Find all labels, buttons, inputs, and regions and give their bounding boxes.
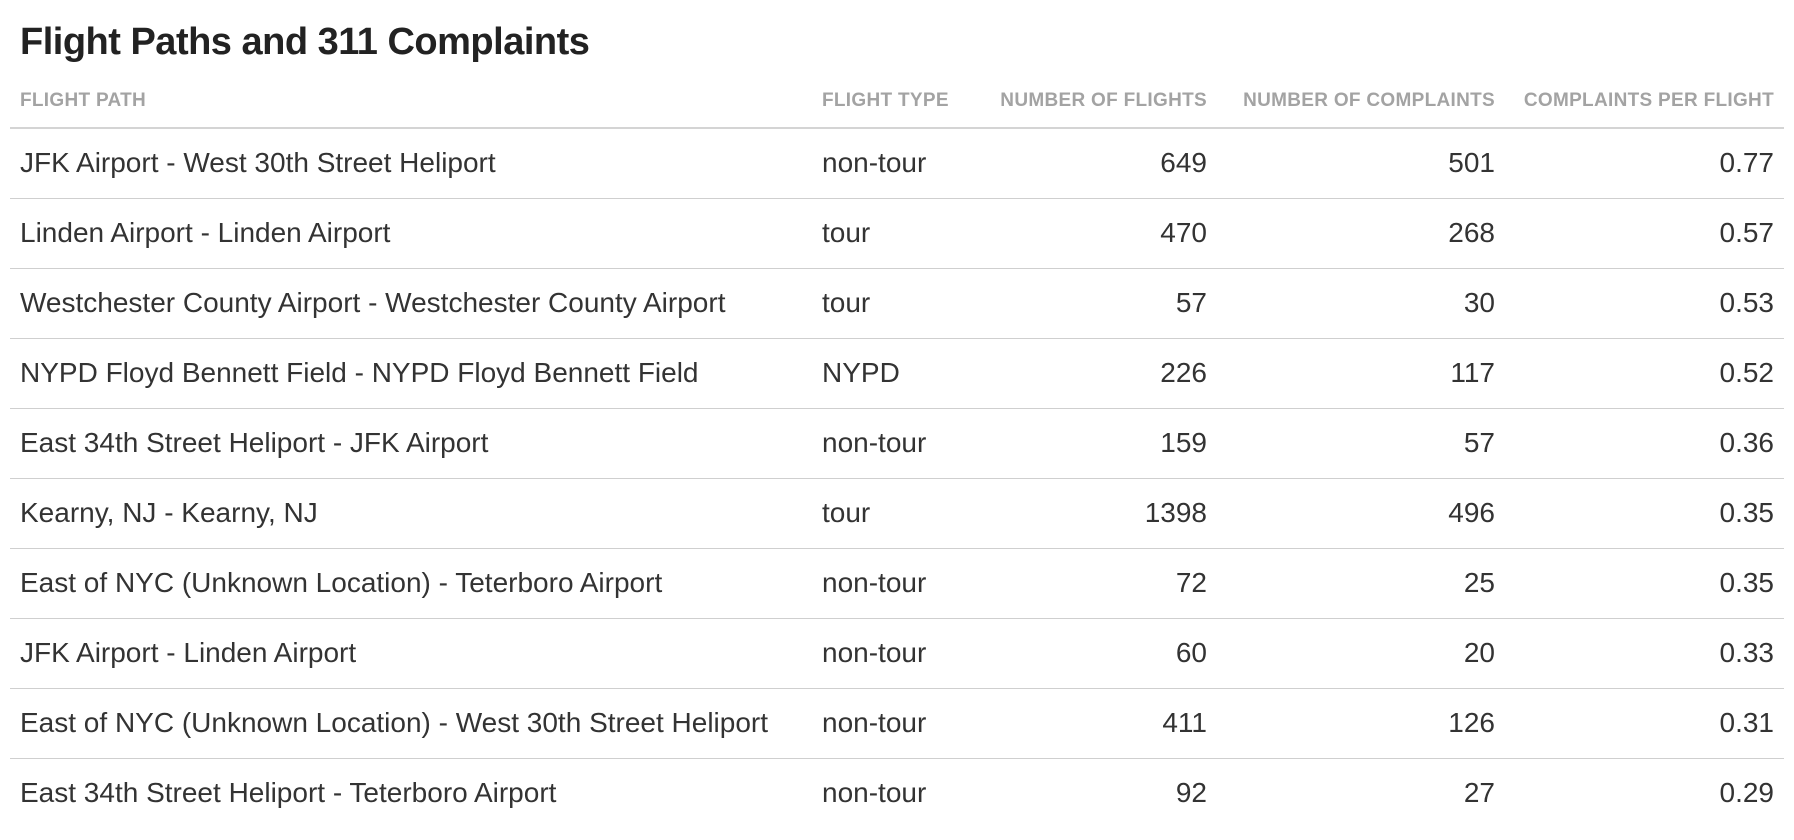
column-header-flight-path[interactable]: FLIGHT PATH [10,60,812,129]
cell-flight-path: East of NYC (Unknown Location) - Teterbo… [10,548,812,619]
cell-flight-path: NYPD Floyd Bennett Field - NYPD Floyd Be… [10,338,812,409]
cell-flight-path: Westchester County Airport - Westchester… [10,268,812,339]
cell-complaints-per-flight: 0.53 [1505,268,1784,339]
cell-number-of-complaints: 57 [1217,408,1505,479]
cell-number-of-flights: 226 [965,338,1217,409]
cell-number-of-flights: 470 [965,198,1217,269]
cell-flight-type: tour [812,478,965,549]
cell-complaints-per-flight: 0.77 [1505,128,1784,199]
cell-complaints-per-flight: 0.29 [1719,777,1775,809]
table-row: Kearny, NJ - Kearny, NJ tour 1398 496 0.35 [10,478,1784,549]
cell-flight-path: East 34th Street Heliport - JFK Airport [10,408,812,479]
cell-complaints-per-flight: 0.36 [1505,408,1784,479]
cell-flight-type: non-tour [822,777,927,809]
cell-flight-type: non-tour [812,688,965,759]
cell-flight-path: JFK Airport - Linden Airport [10,618,812,689]
table-body: JFK Airport - West 30th Street Heliport n… [10,128,1784,828]
table-header: FLIGHT PATH FLIGHT TYPE NUMBER OF FLIGHT… [10,60,1784,129]
table-row: Westchester County Airport - Westchester… [10,268,1784,339]
cell-complaints-per-flight: 0.35 [1505,548,1784,619]
table-row: East 34th Street Heliport - Teterboro Ai… [10,758,1784,828]
cell-number-of-flights: 57 [965,268,1217,339]
table-container: Flight Paths and 311 Complaints FLIGHT P… [10,0,1784,828]
table-row: East 34th Street Heliport - JFK Airport n… [10,408,1784,479]
cell-number-of-complaints: 496 [1217,478,1505,549]
table-row: East of NYC (Unknown Location) - West 30… [10,688,1784,759]
cell-number-of-flights: 649 [965,128,1217,199]
cell-number-of-flights: 411 [965,688,1217,759]
cell-flight-type: non-tour [812,618,965,689]
cell-flight-path: East of NYC (Unknown Location) - West 30… [10,688,812,759]
cell-complaints-per-flight: 0.57 [1505,198,1784,269]
cell-number-of-flights: 1398 [965,478,1217,549]
cell-number-of-flights: 159 [965,408,1217,479]
column-header-number-of-flights[interactable]: NUMBER OF FLIGHTS [965,60,1217,129]
cell-flight-type: NYPD [812,338,965,409]
cell-number-of-complaints: 117 [1217,338,1505,409]
table-row: JFK Airport - West 30th Street Heliport n… [10,128,1784,199]
column-header-flight-type[interactable]: FLIGHT TYPE [812,60,965,129]
cell-flight-type: non-tour [812,408,965,479]
cell-flight-path: Kearny, NJ - Kearny, NJ [10,478,812,549]
cell-complaints-per-flight: 0.33 [1505,618,1784,689]
cell-complaints-per-flight: 0.31 [1505,688,1784,759]
cell-number-of-complaints: 268 [1217,198,1505,269]
cell-number-of-complaints: 501 [1217,128,1505,199]
table-row: Linden Airport - Linden Airport tour 470 26… [10,198,1784,269]
cell-flight-type: tour [812,268,965,339]
cell-number-of-complaints: 20 [1217,618,1505,689]
cell-flight-type: non-tour [812,128,965,199]
cell-number-of-flights: 92 [1175,777,1207,809]
cell-number-of-complaints: 27 [1463,777,1495,809]
column-header-complaints-per-flight[interactable]: COMPLAINTS PER FLIGHT [1505,60,1784,129]
cell-complaints-per-flight: 0.52 [1505,338,1784,409]
header-row: FLIGHT PATH FLIGHT TYPE NUMBER OF FLIGHT… [10,60,1784,129]
cell-flight-type: non-tour [812,548,965,619]
cell-number-of-complaints: 25 [1217,548,1505,619]
cell-flight-path: East 34th Street Heliport - Teterboro Ai… [20,777,557,809]
cell-number-of-complaints: 30 [1217,268,1505,339]
column-header-number-of-complaints[interactable]: NUMBER OF COMPLAINTS [1217,60,1505,129]
table-title: Flight Paths and 311 Complaints [20,21,590,63]
cell-flight-path: JFK Airport - West 30th Street Heliport [10,128,812,199]
table-row: JFK Airport - Linden Airport non-tour 60 20… [10,618,1784,689]
cell-number-of-complaints: 126 [1217,688,1505,759]
table-row: East of NYC (Unknown Location) - Teterbo… [10,548,1784,619]
flight-paths-table: FLIGHT PATH FLIGHT TYPE NUMBER OF FLIGHT… [10,60,1784,828]
cell-flight-type: tour [812,198,965,269]
cell-number-of-flights: 72 [965,548,1217,619]
table-row: NYPD Floyd Bennett Field - NYPD Floyd Be… [10,338,1784,409]
cell-flight-path: Linden Airport - Linden Airport [10,198,812,269]
cell-number-of-flights: 60 [965,618,1217,689]
cell-complaints-per-flight: 0.35 [1505,478,1784,549]
